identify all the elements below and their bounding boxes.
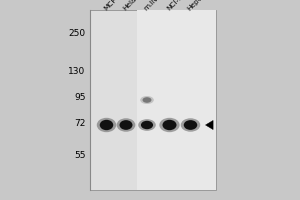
Text: HepG2: HepG2 bbox=[186, 0, 208, 12]
Bar bbox=[90, 10, 216, 190]
Ellipse shape bbox=[119, 120, 133, 130]
Ellipse shape bbox=[117, 118, 135, 132]
Text: 95: 95 bbox=[74, 92, 85, 102]
Text: NCI-H460: NCI-H460 bbox=[165, 0, 194, 12]
Text: 250: 250 bbox=[68, 29, 86, 38]
Text: MCF-7: MCF-7 bbox=[102, 0, 122, 12]
Text: 55: 55 bbox=[74, 152, 85, 160]
Text: 130: 130 bbox=[68, 66, 86, 75]
Ellipse shape bbox=[140, 96, 154, 104]
Ellipse shape bbox=[163, 120, 176, 130]
Text: Hela: Hela bbox=[122, 0, 138, 12]
Ellipse shape bbox=[159, 118, 180, 132]
Ellipse shape bbox=[97, 118, 116, 132]
Polygon shape bbox=[206, 120, 213, 130]
Ellipse shape bbox=[141, 121, 153, 129]
Ellipse shape bbox=[181, 118, 200, 132]
Text: m.liver: m.liver bbox=[143, 0, 165, 12]
Bar bbox=[137, 10, 216, 190]
Ellipse shape bbox=[100, 120, 113, 130]
Ellipse shape bbox=[142, 97, 152, 103]
Ellipse shape bbox=[138, 119, 156, 131]
Ellipse shape bbox=[184, 120, 197, 130]
Text: 72: 72 bbox=[74, 118, 85, 128]
